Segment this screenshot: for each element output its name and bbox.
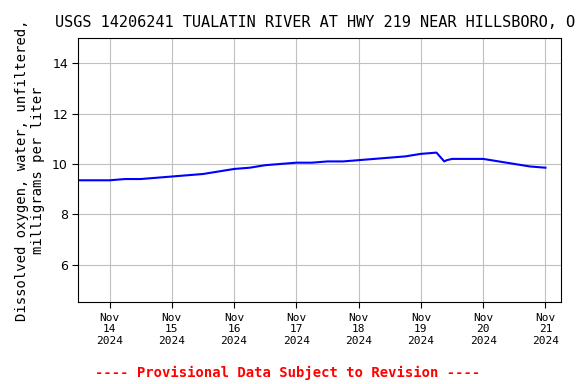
Title: USGS 14206241 TUALATIN RIVER AT HWY 219 NEAR HILLSBORO, OR: USGS 14206241 TUALATIN RIVER AT HWY 219 … xyxy=(55,15,576,30)
Y-axis label: Dissolved oxygen, water, unfiltered,
milligrams per liter: Dissolved oxygen, water, unfiltered, mil… xyxy=(15,20,45,321)
Text: ---- Provisional Data Subject to Revision ----: ---- Provisional Data Subject to Revisio… xyxy=(96,366,480,380)
